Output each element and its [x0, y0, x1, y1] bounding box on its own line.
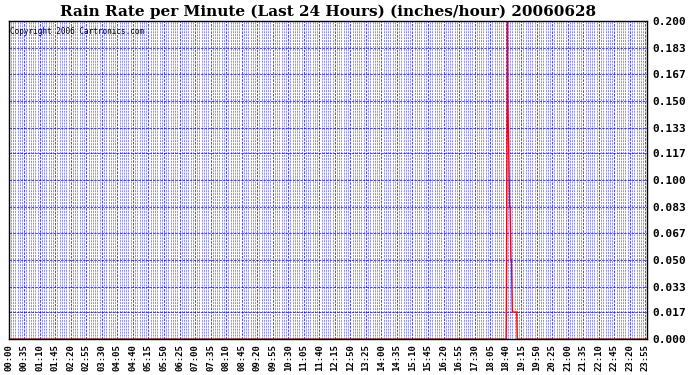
Text: Copyright 2006 Cartronics.com: Copyright 2006 Cartronics.com	[10, 27, 144, 36]
Title: Rain Rate per Minute (Last 24 Hours) (inches/hour) 20060628: Rain Rate per Minute (Last 24 Hours) (in…	[60, 4, 596, 18]
